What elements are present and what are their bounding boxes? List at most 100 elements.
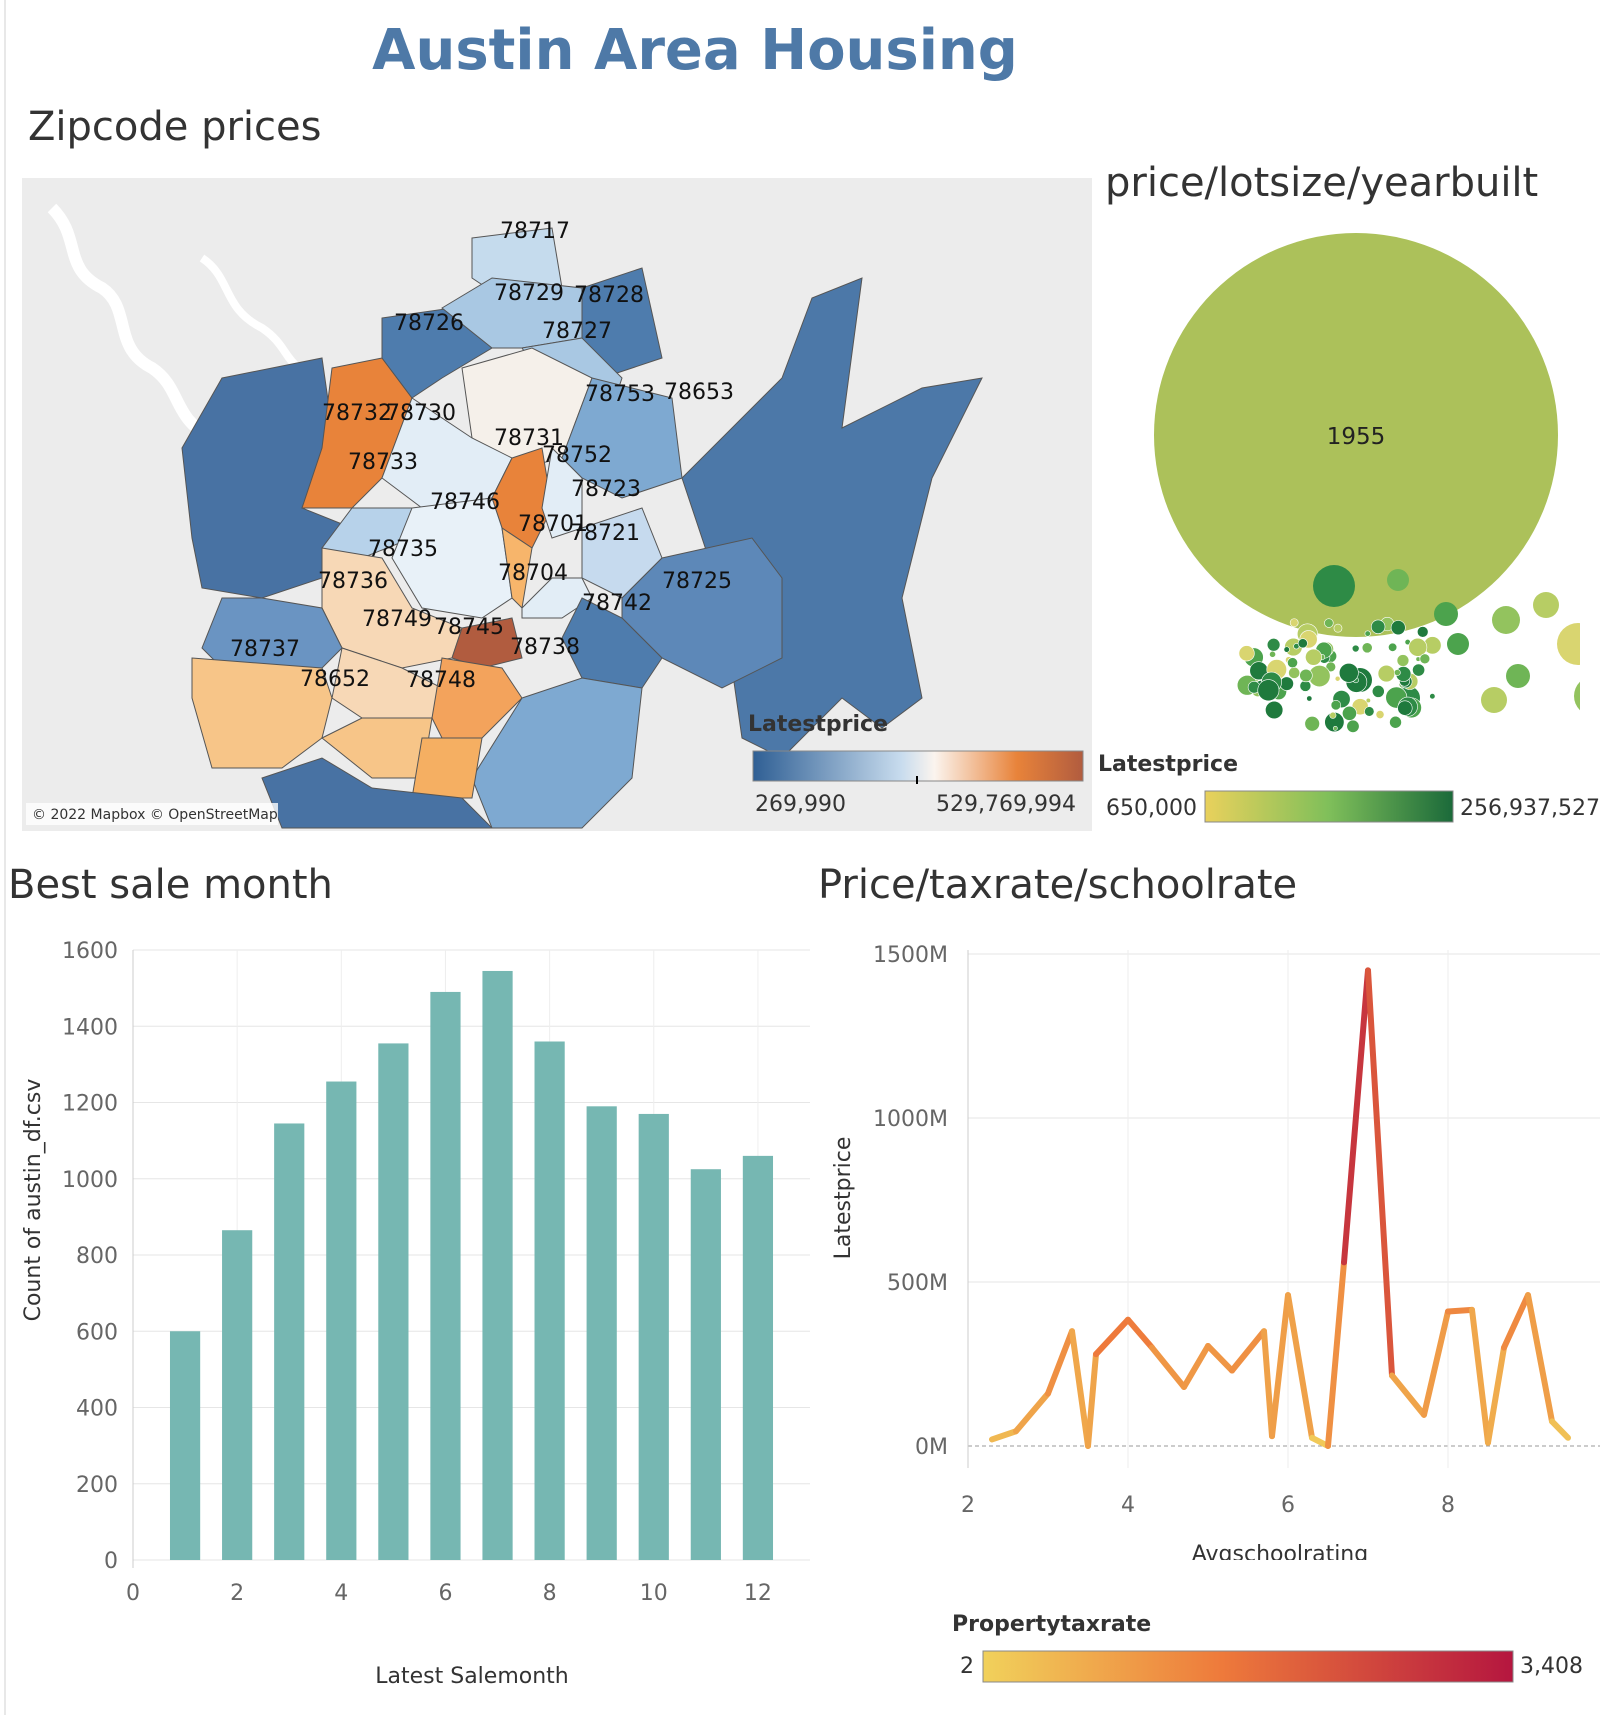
- map-legend-max: 529,769,994: [936, 792, 1076, 817]
- bubble-point: [1364, 630, 1371, 637]
- map-regions: [181, 227, 983, 829]
- zip-label-78745: 78745: [434, 615, 504, 640]
- region-78748: [411, 737, 483, 799]
- line-segment: [1181, 1342, 1211, 1390]
- bubble-point: [1351, 644, 1360, 653]
- bubble-point: [1390, 620, 1406, 636]
- bar-y-tick-label: 1200: [62, 1092, 118, 1117]
- bar-month-10: [638, 1113, 669, 1560]
- bubble-point: [1306, 695, 1313, 702]
- bubble-legend-min: 650,000: [1106, 796, 1197, 821]
- bar-x-axis-label: Latest Salemonth: [375, 1664, 568, 1689]
- line-legend-max: 3,408: [1520, 1654, 1583, 1679]
- map-attribution: © 2022 Mapbox © OpenStreetMap: [32, 807, 278, 823]
- bubble-point: [1334, 675, 1341, 682]
- zip-label-78727: 78727: [542, 319, 612, 344]
- region-78737: [191, 657, 333, 769]
- zip-label-78717: 78717: [500, 219, 570, 244]
- zip-label-78652: 78652: [300, 667, 370, 692]
- bubble-point: [1419, 653, 1431, 665]
- line-segment: [1149, 1344, 1187, 1390]
- bar-x-tick-label: 0: [126, 1581, 140, 1606]
- bubble-point: [1429, 693, 1436, 700]
- line-segment: [1341, 967, 1371, 1266]
- bubble-point: [1364, 706, 1375, 717]
- zip-label-78723: 78723: [571, 477, 641, 502]
- bar-series: [169, 970, 774, 1560]
- line-series: [989, 967, 1571, 1449]
- bar-y-axis-label: Count of austin_df.csv: [21, 1079, 46, 1322]
- region-78736: [201, 597, 343, 669]
- bar-section-title: Best sale month: [8, 862, 333, 908]
- line-segment: [1485, 1344, 1507, 1446]
- region-78725: [621, 537, 783, 689]
- bubble-point: [1396, 654, 1410, 667]
- zip-label-78726: 78726: [394, 311, 464, 336]
- zip-label-78753: 78753: [585, 382, 655, 407]
- line-section-title: Price/taxrate/schoolrate: [818, 862, 1298, 908]
- bubble-point: [1370, 619, 1386, 634]
- region-south: [261, 757, 494, 829]
- zip-label-78748: 78748: [406, 668, 476, 693]
- dashboard-title: Austin Area Housing: [372, 18, 1018, 83]
- line-segment: [1269, 1292, 1291, 1440]
- zip-label-78729: 78729: [494, 281, 564, 306]
- bubble-point: [1371, 685, 1385, 698]
- bubble-point: [1387, 569, 1409, 591]
- bubble-point: [1279, 676, 1294, 691]
- line-segment: [1549, 1418, 1571, 1441]
- bar-month-4: [326, 1081, 357, 1560]
- bubble-legend-gradient: [1204, 790, 1454, 823]
- bar-x-tick-label: 12: [744, 1581, 772, 1606]
- bubble-point: [1325, 661, 1337, 673]
- zip-label-78735: 78735: [368, 537, 438, 562]
- zip-label-78733: 78733: [348, 450, 418, 475]
- bar-month-2: [222, 1230, 253, 1560]
- zip-label-78653: 78653: [664, 380, 734, 405]
- region-78704: [451, 617, 523, 669]
- line-y-tick-label: 1500M: [873, 943, 948, 968]
- bubble-main-label: 1955: [1327, 424, 1386, 450]
- bar-y-tick-label: 1000: [62, 1168, 118, 1193]
- line-segment: [989, 1428, 1019, 1443]
- bar-month-7: [482, 970, 513, 1560]
- zip-label-78721: 78721: [570, 521, 640, 546]
- line-y-tick-label: 0M: [915, 1435, 948, 1460]
- bar-y-tick-label: 1400: [62, 1015, 118, 1040]
- left-guide-line: [4, 0, 6, 1715]
- bubble-point: [1412, 663, 1426, 677]
- line-legend-min: 2: [960, 1654, 974, 1679]
- bubble-point: [1346, 719, 1360, 733]
- bubble-point: [1238, 645, 1255, 662]
- zip-label-78728: 78728: [574, 283, 644, 308]
- bubble-point: [1557, 623, 1580, 665]
- line-segment: [1469, 1306, 1491, 1446]
- line-segment: [1093, 1316, 1131, 1358]
- bubble-point: [1397, 700, 1413, 716]
- line-segment: [1501, 1292, 1531, 1351]
- zip-label-78736: 78736: [318, 569, 388, 594]
- bubble-point: [1265, 700, 1284, 720]
- line-y-tick-label: 1000M: [873, 1107, 948, 1132]
- bar-y-ticks: 0 200 400 600 800 1000 1200 1400 1600: [62, 939, 118, 1574]
- region-78721: [521, 577, 593, 619]
- line-segment: [1069, 1328, 1091, 1449]
- bubble-point: [1289, 618, 1299, 628]
- bubble-main: [1154, 233, 1558, 637]
- bar-y-tick-label: 400: [76, 1397, 118, 1422]
- bubble-point: [1313, 565, 1355, 607]
- region-78752: [541, 446, 583, 539]
- line-segment: [1261, 1328, 1275, 1440]
- line-x-tick-label: 8: [1441, 1493, 1455, 1518]
- region-78728: [581, 267, 663, 379]
- bar-month-8: [534, 1041, 565, 1560]
- bar-y-tick-label: 800: [76, 1244, 118, 1269]
- bubble-point: [1287, 657, 1298, 669]
- bar-y-tick-label: 200: [76, 1473, 118, 1498]
- bubble-point: [1447, 633, 1469, 655]
- bubble-legend-title: Latestprice: [1098, 752, 1239, 777]
- line-x-ticks: 2 4 6 8: [961, 1493, 1455, 1518]
- line-x-axis-label: Avgschoolrating: [1192, 1542, 1368, 1560]
- bubble-point: [1361, 642, 1373, 654]
